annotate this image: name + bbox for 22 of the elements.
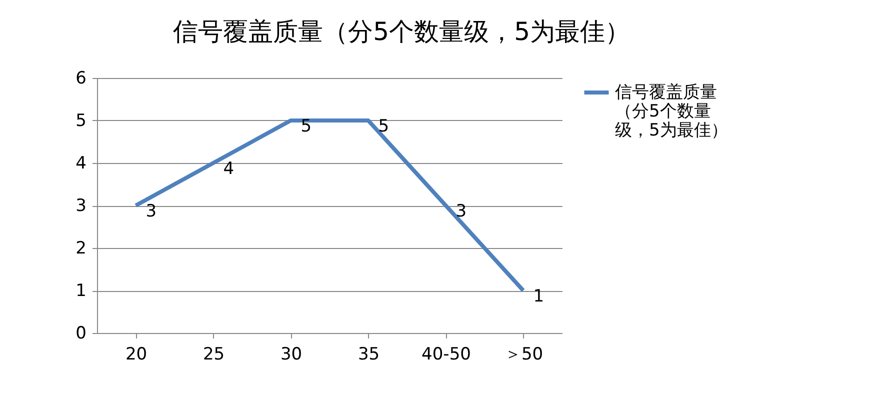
y-tick-label: 6	[76, 68, 86, 88]
data-label: 4	[223, 159, 234, 179]
x-tick-label: 20	[125, 344, 148, 364]
y-tick-label: 2	[76, 238, 86, 258]
data-label: 3	[146, 202, 157, 222]
data-label: 5	[300, 116, 312, 136]
x-tick-label: ＞50	[504, 344, 544, 364]
legend-label: 信号覆盖质量（分5个数量级，5为最佳）	[615, 82, 728, 140]
data-label: 5	[378, 116, 390, 136]
chart-title: 信号覆盖质量（分5个数量级，5为最佳）	[173, 17, 630, 46]
data-label: 3	[456, 202, 467, 222]
line-series	[134, 118, 526, 292]
y-tick-label: 3	[76, 196, 86, 216]
x-tick-label: 40-50	[422, 344, 471, 364]
y-tick-label: 1	[76, 281, 86, 301]
x-tick-label: 30	[280, 344, 302, 364]
y-tick-label: 4	[76, 154, 86, 174]
y-tick-label: 5	[76, 111, 86, 131]
y-tick-label: 0	[76, 324, 86, 344]
x-tick-label: 25	[202, 344, 225, 364]
x-tick-label: 35	[358, 344, 380, 364]
data-label: 1	[533, 286, 544, 306]
